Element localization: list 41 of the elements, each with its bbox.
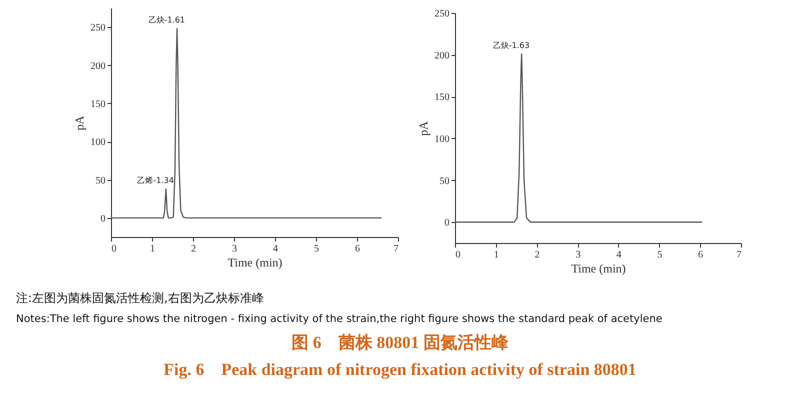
y-tick-label: 50 — [96, 175, 106, 186]
annotation: 乙炔-1.61 — [148, 16, 186, 25]
x-tick-label: 5 — [657, 250, 662, 260]
x-tick-label: 4 — [273, 244, 278, 254]
y-tick-label: 100 — [90, 137, 106, 148]
caption: 图 6 菌株 80801 固氮活性峰 — [290, 332, 510, 354]
x-tick-label: 2 — [534, 250, 540, 260]
y-tick-label: 150 — [434, 92, 450, 104]
y-tick-label: 100 — [434, 134, 450, 145]
y-axis-title: pA — [72, 115, 86, 130]
y-tick-label: 0 — [444, 218, 450, 229]
x-tick-label: 6 — [698, 250, 704, 260]
y-tick-label: 250 — [434, 8, 450, 20]
annotation: 乙烯-1.34 — [137, 176, 174, 185]
x-tick-label: 6 — [355, 244, 360, 254]
x-tick-label: 3 — [576, 250, 581, 260]
text: 注:左图为菌株固氮活性检测,右图为乙炔标准峰 — [16, 290, 265, 307]
y-tick-label: 50 — [440, 176, 450, 187]
x-tick-label: 5 — [314, 244, 319, 254]
line-series — [455, 53, 703, 223]
caption: Fig. 6 Peak diagram of nitrogen fixation activity of strain 80801 — [162, 359, 638, 381]
y-tick-label: 200 — [90, 60, 106, 72]
x-tick-label: 3 — [232, 244, 237, 254]
x-tick-label: 7 — [394, 244, 398, 254]
x-tick-label: 2 — [191, 244, 196, 254]
x-tick-label: 4 — [616, 250, 622, 260]
x-tick-label: 1 — [150, 244, 155, 254]
x-axis-title: Time (min) — [228, 256, 282, 270]
x-tick-label: 0 — [456, 250, 460, 260]
x-tick-label: 1 — [494, 250, 499, 260]
text: Notes:The left figure shows the nitrogen - fixing activity of the strain,the right figure shows the standard peak of acetylene — [16, 313, 664, 325]
annotation: 乙炔-1.63 — [492, 40, 530, 50]
y-tick-label: 200 — [434, 50, 450, 62]
x-tick-label: 0 — [112, 244, 116, 254]
x-tick-label: 7 — [736, 250, 742, 260]
y-tick-label: 150 — [90, 98, 106, 110]
y-axis-title: pA — [416, 120, 430, 136]
y-tick-label: 250 — [90, 22, 106, 34]
y-tick-label: 0 — [100, 213, 106, 224]
line-series — [111, 28, 382, 219]
x-axis-title: Time (min) — [571, 262, 626, 276]
